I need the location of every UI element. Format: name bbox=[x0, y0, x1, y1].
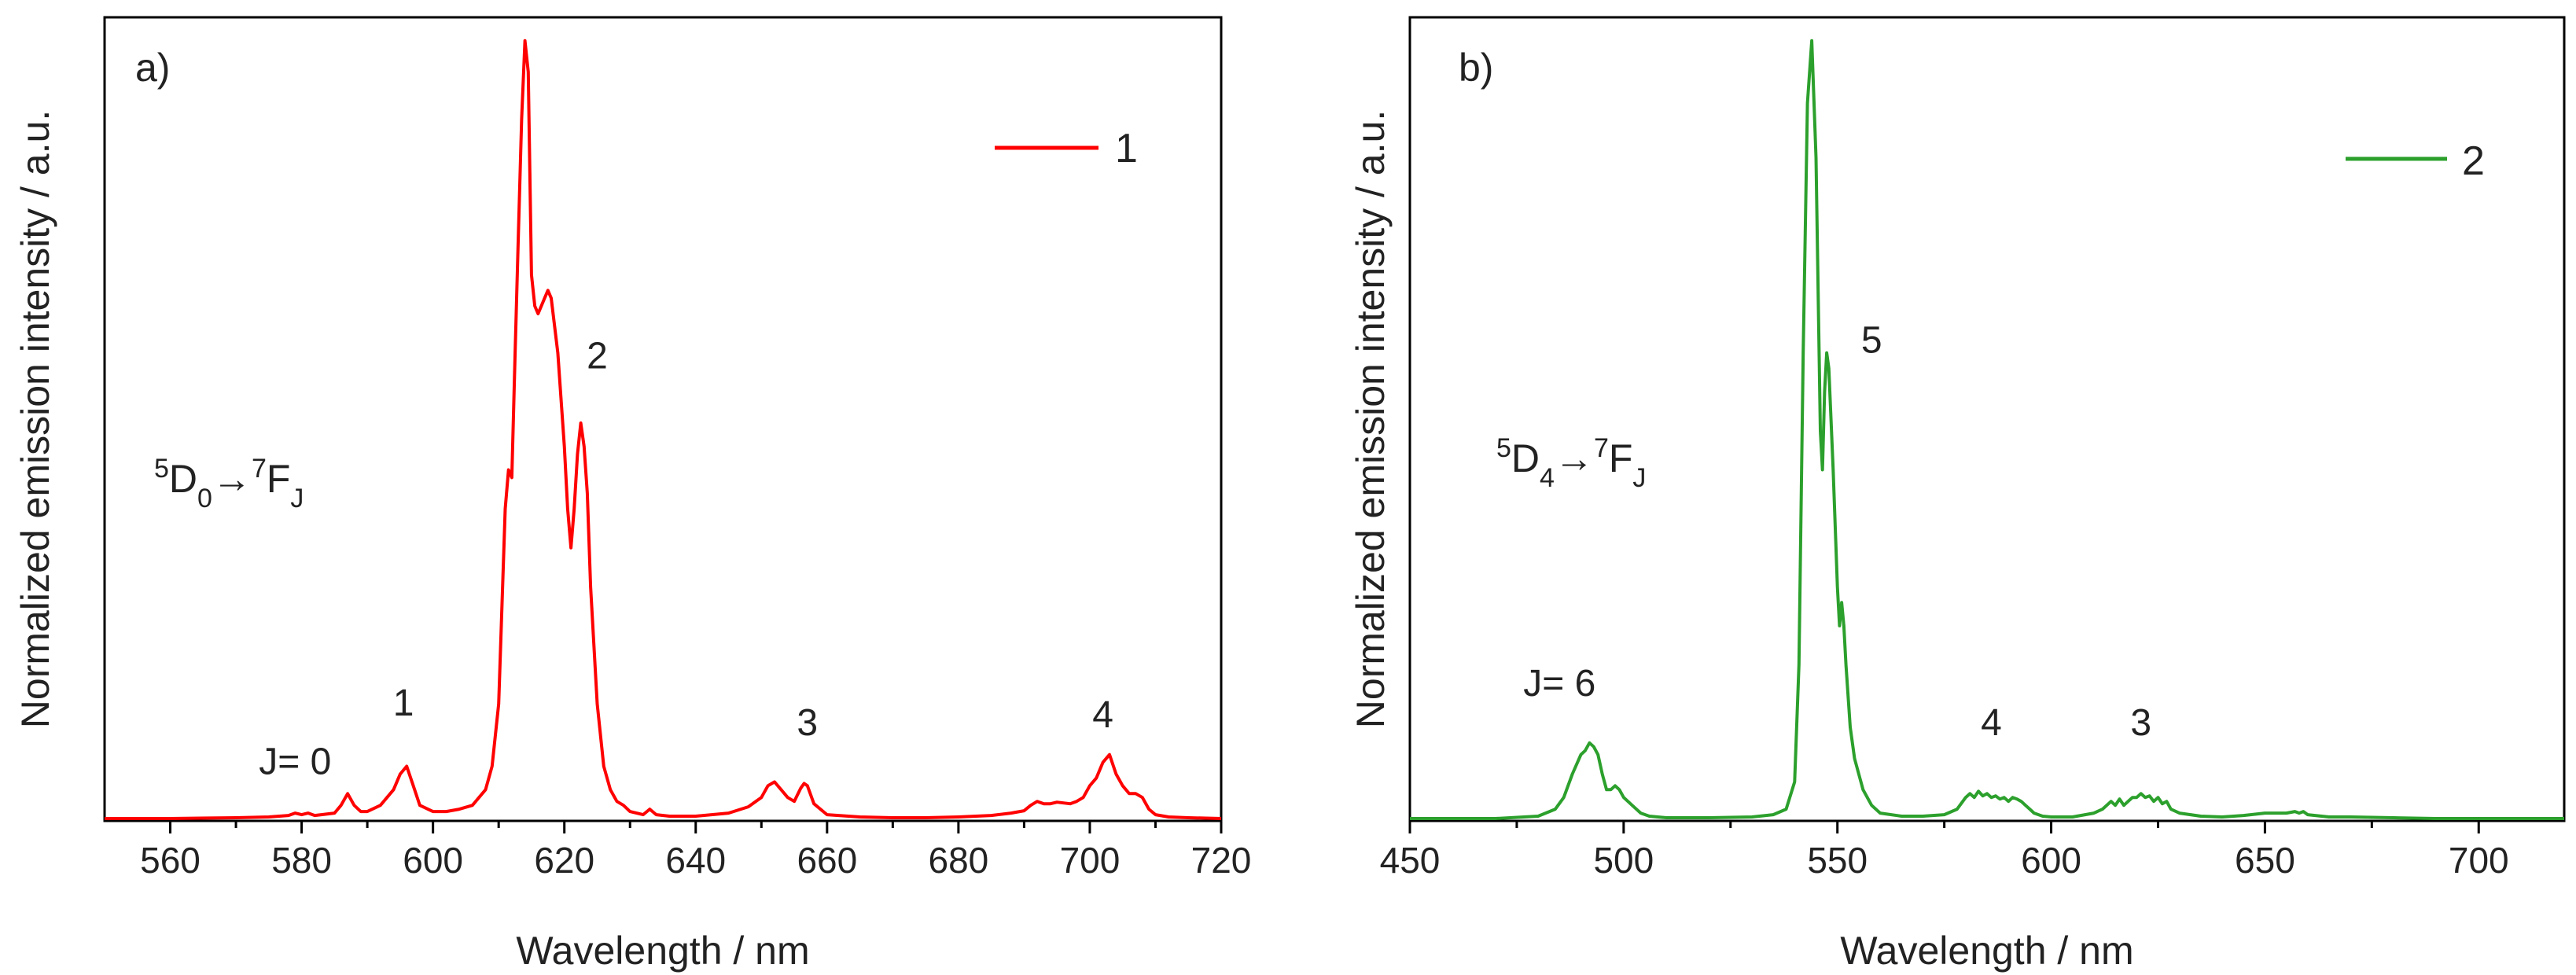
panel-b-x-tick-label: 650 bbox=[2235, 840, 2295, 881]
panel-a-transition-sub1: 0 bbox=[197, 484, 212, 513]
panel-a-peak-label: 4 bbox=[1092, 694, 1113, 736]
panel-a-x-ticks: 560 580 600 620 640 660 680 700 720 bbox=[140, 821, 1251, 881]
panel-a-transition-base2: F bbox=[267, 457, 291, 501]
panel-b-x-axis-title: Wavelength / nm bbox=[1840, 929, 2133, 973]
panel-a-x-tick-label: 580 bbox=[271, 840, 332, 881]
panel-b-transition-base1: D bbox=[1511, 436, 1540, 480]
panel-a-x-tick-label: 640 bbox=[665, 840, 726, 881]
panel-a-x-tick-label: 660 bbox=[797, 840, 857, 881]
panel-a-transition-label: 5D0→7FJ bbox=[154, 454, 304, 513]
panel-b-peak-label: J= 6 bbox=[1523, 663, 1595, 705]
panel-a-label: a) bbox=[135, 46, 170, 90]
panel-a-transition-arrow: → bbox=[212, 457, 252, 501]
panel-b-legend-label: 2 bbox=[2462, 138, 2485, 184]
panel-a-x-tick-label: 700 bbox=[1060, 840, 1121, 881]
panel-b-transition-sup1: 5 bbox=[1496, 433, 1511, 463]
panel-a-x-tick-label: 720 bbox=[1191, 840, 1252, 881]
panel-a-x-axis-title: Wavelength / nm bbox=[516, 929, 809, 973]
panel-b-emission-line bbox=[1410, 39, 2564, 820]
panel-b-x-tick-label: 550 bbox=[1807, 840, 1868, 881]
panel-a-legend-label: 1 bbox=[1115, 126, 1138, 171]
panel-a-x-tick-label: 680 bbox=[929, 840, 989, 881]
panel-a-x-tick-label: 560 bbox=[140, 840, 201, 881]
panel-a-x-tick-label: 600 bbox=[403, 840, 463, 881]
panel-a-peak-labels: J= 0 1 2 3 4 bbox=[259, 336, 1113, 783]
panel-b: 450 500 550 600 650 700 J= 654 3 b) 2 5D4→7FJ … bbox=[1349, 16, 2566, 973]
panel-b-peak-label: 3 bbox=[2130, 702, 2151, 744]
panel-b-peak-labels: J= 6 5 4 3 bbox=[1523, 320, 2151, 744]
panel-a-peak-label: 2 bbox=[587, 336, 608, 377]
panel-a-transition-sub2: J bbox=[290, 484, 304, 513]
panel-a-plot-frame bbox=[103, 16, 1223, 822]
panel-b-x-ticks: 450 500 550 600 650 700 bbox=[1380, 821, 2509, 881]
panel-a-transition-sup2: 7 bbox=[252, 454, 267, 484]
panel-b-transition-sub2: J bbox=[1632, 463, 1646, 493]
panel-b-label: b) bbox=[1459, 46, 1493, 90]
panel-b-transition-label: 5D4→7FJ bbox=[1496, 433, 1646, 493]
panel-b-x-tick-label: 700 bbox=[2449, 840, 2509, 881]
panel-b-transition-base2: F bbox=[1609, 436, 1633, 480]
panel-a-transition-sup1: 5 bbox=[154, 454, 169, 484]
panel-b-transition-sub1: 4 bbox=[1540, 463, 1555, 493]
panel-a-peak-label: 1 bbox=[393, 682, 414, 724]
panel-a-peak-label: 3 bbox=[797, 702, 818, 744]
panel-b-transition-arrow: → bbox=[1555, 436, 1594, 480]
panel-a-x-tick-label: 620 bbox=[534, 840, 594, 881]
panel-b-x-tick-label: 600 bbox=[2021, 840, 2081, 881]
panel-b-plot-frame bbox=[1408, 16, 2566, 822]
panel-b-x-tick-label: 450 bbox=[1380, 840, 1441, 881]
panel-a-peak-label: J= 0 bbox=[259, 741, 331, 782]
panel-b-peak-label: 4 bbox=[1981, 702, 2002, 744]
panel-b-y-axis-title: Normalized emission intensity / a.u. bbox=[1349, 110, 1393, 728]
panel-a-y-axis-title: Normalized emission intensity / a.u. bbox=[13, 110, 57, 728]
panel-a-transition-base1: D bbox=[169, 457, 197, 501]
panel-b-transition-sup2: 7 bbox=[1594, 433, 1609, 463]
panel-b-peak-label: 5 bbox=[1861, 320, 1882, 362]
panel-b-x-tick-label: 500 bbox=[1593, 840, 1654, 881]
panel-a-emission-line bbox=[105, 39, 1222, 820]
